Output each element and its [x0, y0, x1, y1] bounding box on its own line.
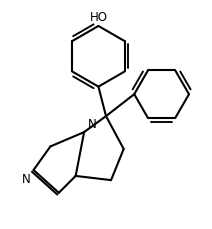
Text: HO: HO [89, 11, 107, 24]
Text: N: N [88, 117, 96, 130]
Text: N: N [22, 172, 31, 185]
